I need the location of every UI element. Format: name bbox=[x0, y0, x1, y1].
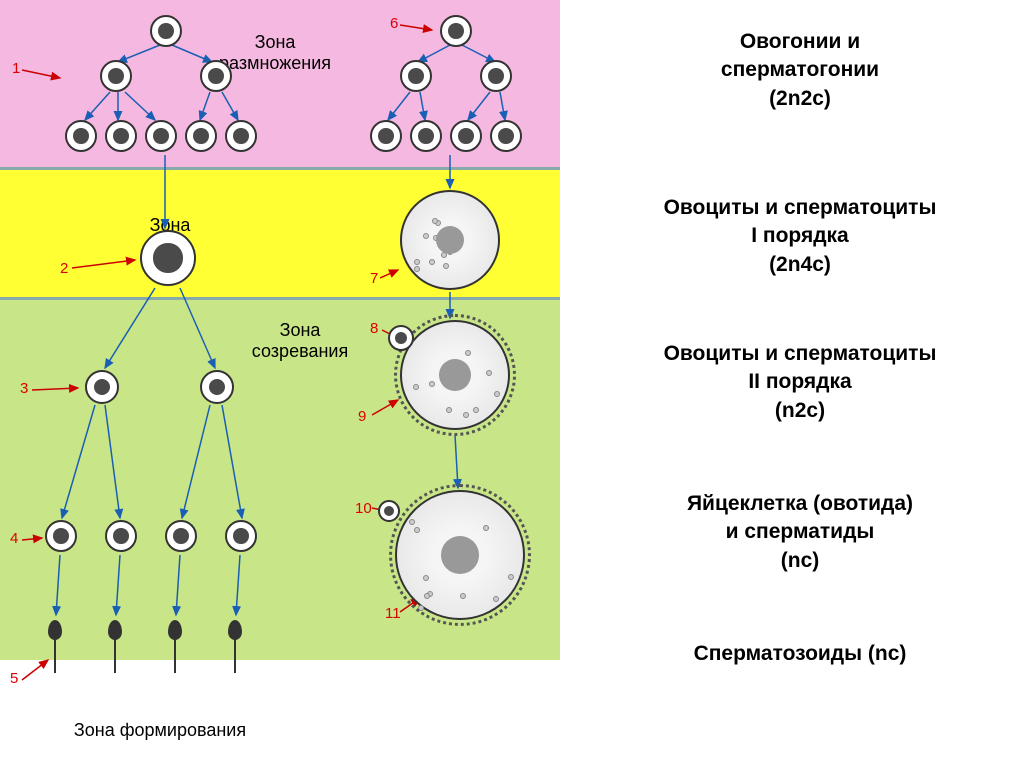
desc-tids: Яйцеклетка (овотида) и сперматиды (nc) bbox=[590, 490, 1010, 575]
callout-number: 10 bbox=[355, 500, 372, 517]
desc-line: II порядка bbox=[590, 368, 1010, 396]
cell bbox=[400, 60, 432, 92]
cell bbox=[410, 120, 442, 152]
cell bbox=[490, 120, 522, 152]
cell bbox=[185, 120, 217, 152]
desc-cytesII: Овоциты и сперматоциты II порядка (n2c) bbox=[590, 340, 1010, 425]
desc-line: (2n4c) bbox=[590, 251, 1010, 279]
diagram-canvas: Зонаразмножения Зонароста Зонасозревания… bbox=[0, 0, 1024, 768]
desc-line: Сперматозоиды (nc) bbox=[590, 640, 1010, 668]
cell bbox=[145, 120, 177, 152]
desc-cytesI: Овоциты и сперматоциты I порядка (2n4c) bbox=[590, 194, 1010, 279]
zone-formation-label: Зона формирования bbox=[50, 720, 270, 741]
cell bbox=[140, 230, 196, 286]
desc-zoids: Сперматозоиды (nc) bbox=[590, 640, 1010, 668]
callout-number: 9 bbox=[358, 408, 366, 425]
desc-line: (nc) bbox=[590, 547, 1010, 575]
cell bbox=[440, 15, 472, 47]
cell bbox=[165, 520, 197, 552]
cell bbox=[378, 500, 400, 522]
zona-pellucida bbox=[389, 484, 531, 626]
cell bbox=[105, 120, 137, 152]
callout-number: 6 bbox=[390, 15, 398, 32]
desc-line: (2n2c) bbox=[590, 85, 1010, 113]
spermatozoid bbox=[168, 620, 182, 640]
spermatozoid bbox=[228, 620, 242, 640]
callout-number: 2 bbox=[60, 260, 68, 277]
spermatozoid bbox=[108, 620, 122, 640]
cell bbox=[200, 60, 232, 92]
cell bbox=[65, 120, 97, 152]
cell bbox=[200, 370, 234, 404]
desc-line: Овоциты и сперматоциты bbox=[590, 340, 1010, 368]
spermatozoid bbox=[48, 620, 62, 640]
desc-line: Овогонии и bbox=[590, 28, 1010, 56]
cell bbox=[225, 520, 257, 552]
callout-number: 8 bbox=[370, 320, 378, 337]
callout-number: 3 bbox=[20, 380, 28, 397]
desc-line: и сперматиды bbox=[590, 518, 1010, 546]
desc-gonia: Овогонии и сперматогонии (2n2c) bbox=[590, 28, 1010, 113]
desc-line: Яйцеклетка (овотида) bbox=[590, 490, 1010, 518]
desc-line: Овоциты и сперматоциты bbox=[590, 194, 1010, 222]
cell bbox=[150, 15, 182, 47]
callout-number: 5 bbox=[10, 670, 18, 687]
oocyte-cell bbox=[400, 190, 500, 290]
cell bbox=[85, 370, 119, 404]
zone-maturation-label: Зонасозревания bbox=[230, 320, 370, 362]
callout-number: 1 bbox=[12, 60, 20, 77]
cell bbox=[45, 520, 77, 552]
callout-number: 11 bbox=[385, 605, 401, 622]
cell bbox=[450, 120, 482, 152]
cell bbox=[480, 60, 512, 92]
callout-number: 7 bbox=[370, 270, 378, 287]
callout-number: 4 bbox=[10, 530, 18, 547]
desc-line: I порядка bbox=[590, 222, 1010, 250]
cell bbox=[225, 120, 257, 152]
desc-line: сперматогонии bbox=[590, 56, 1010, 84]
cell bbox=[105, 520, 137, 552]
desc-line: (n2c) bbox=[590, 397, 1010, 425]
cell bbox=[100, 60, 132, 92]
cell bbox=[370, 120, 402, 152]
cell bbox=[388, 325, 414, 351]
